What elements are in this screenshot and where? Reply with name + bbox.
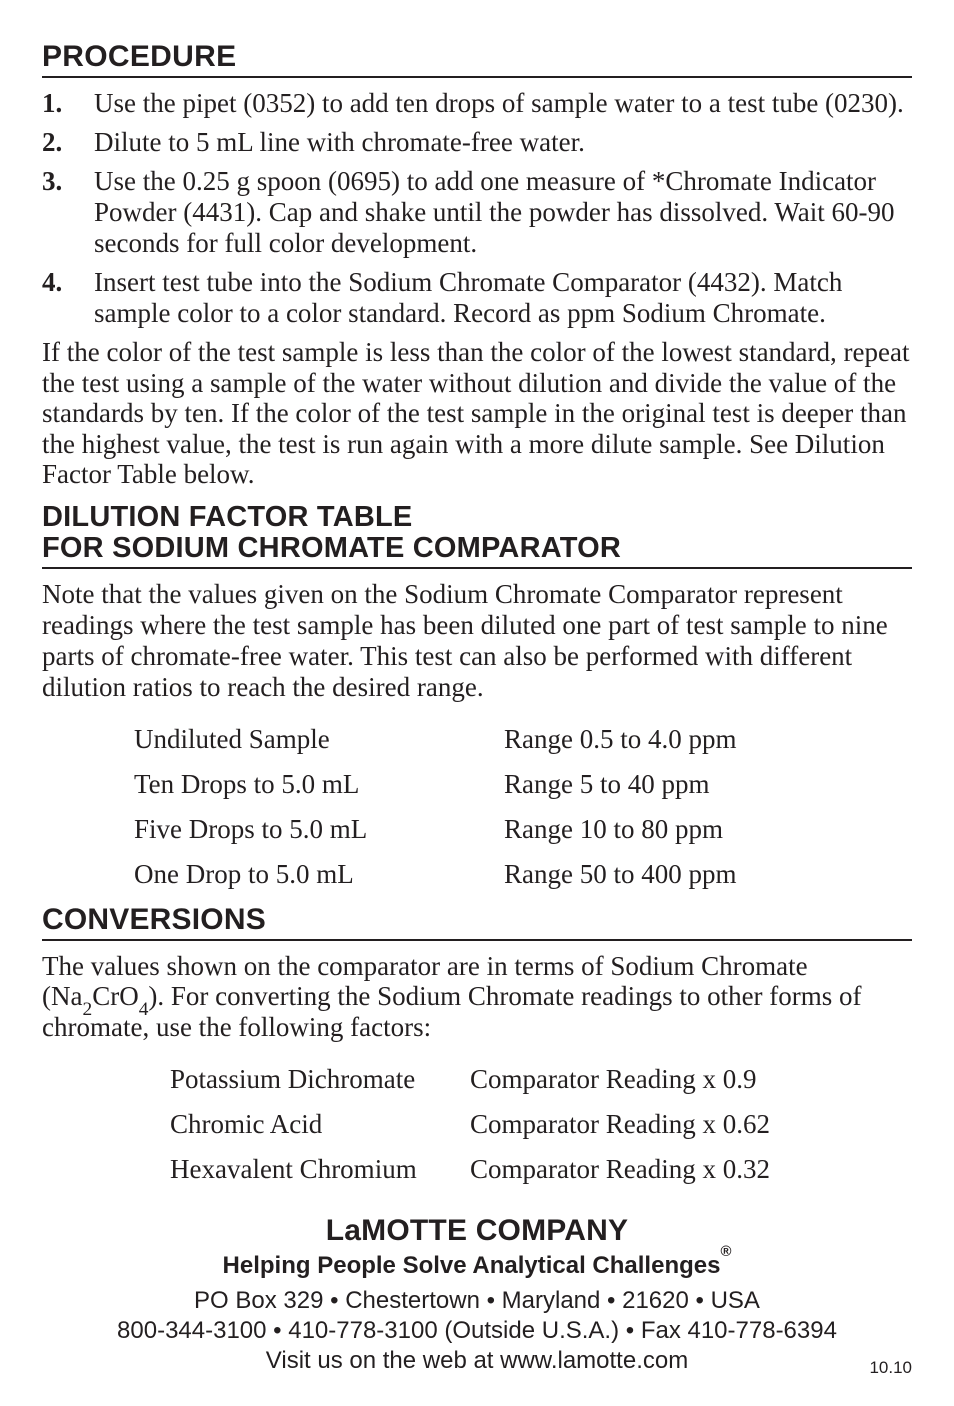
conversion-name: Hexavalent Chromium (170, 1147, 470, 1192)
conversions-body-post: ). For converting the Sodium Chromate re… (42, 981, 862, 1042)
company-tagline: Helping People Solve Analytical Challeng… (42, 1252, 912, 1280)
dilution-range: Range 10 to 80 ppm (504, 807, 736, 852)
procedure-step: Use the pipet (0352) to add ten drops of… (42, 88, 912, 119)
address-line: PO Box 329 • Chestertown • Maryland • 21… (194, 1287, 760, 1314)
procedure-step: Dilute to 5 mL line with chromate-free w… (42, 127, 912, 158)
tagline-text: Helping People Solve Analytical Challeng… (223, 1252, 721, 1279)
procedure-step: Insert test tube into the Sodium Chromat… (42, 267, 912, 329)
table-row: One Drop to 5.0 mL Range 50 to 400 ppm (134, 852, 736, 897)
dilution-range: Range 5 to 40 ppm (504, 762, 736, 807)
subscript-2: 2 (82, 999, 92, 1020)
table-row: Potassium Dichromate Comparator Reading … (170, 1057, 770, 1102)
dilution-sample: Ten Drops to 5.0 mL (134, 762, 504, 807)
table-row: Hexavalent Chromium Comparator Reading x… (170, 1147, 770, 1192)
address-line: 800-344-3100 • 410-778-3100 (Outside U.S… (117, 1317, 837, 1344)
procedure-step: Use the 0.25 g spoon (0695) to add one m… (42, 166, 912, 259)
company-address: PO Box 329 • Chestertown • Maryland • 21… (42, 1286, 912, 1376)
dilution-heading-line2: FOR SODIUM CHROMATE COMPARATOR (42, 532, 621, 564)
conversion-factor: Comparator Reading x 0.62 (470, 1102, 770, 1147)
conversion-factor: Comparator Reading x 0.9 (470, 1057, 770, 1102)
table-row: Chromic Acid Comparator Reading x 0.62 (170, 1102, 770, 1147)
address-line: Visit us on the web at www.lamotte.com (266, 1347, 688, 1374)
table-row: Five Drops to 5.0 mL Range 10 to 80 ppm (134, 807, 736, 852)
dilution-heading-line1: DILUTION FACTOR TABLE (42, 501, 412, 533)
procedure-note: If the color of the test sample is less … (42, 337, 912, 490)
registered-mark: ® (720, 1244, 731, 1260)
dilution-table: Undiluted Sample Range 0.5 to 4.0 ppm Te… (134, 717, 736, 897)
dilution-sample: Five Drops to 5.0 mL (134, 807, 504, 852)
table-row: Ten Drops to 5.0 mL Range 5 to 40 ppm (134, 762, 736, 807)
dilution-range: Range 0.5 to 4.0 ppm (504, 717, 736, 762)
conversion-name: Chromic Acid (170, 1102, 470, 1147)
dilution-note: Note that the values given on the Sodium… (42, 579, 912, 702)
conversions-heading: CONVERSIONS (42, 903, 912, 941)
conversion-name: Potassium Dichromate (170, 1057, 470, 1102)
dilution-heading: DILUTION FACTOR TABLE FOR SODIUM CHROMAT… (42, 502, 912, 570)
version-number: 10.10 (869, 1358, 912, 1378)
dilution-sample: One Drop to 5.0 mL (134, 852, 504, 897)
procedure-list: Use the pipet (0352) to add ten drops of… (42, 88, 912, 329)
conversions-body: The values shown on the comparator are i… (42, 951, 912, 1043)
table-row: Undiluted Sample Range 0.5 to 4.0 ppm (134, 717, 736, 762)
footer: LaMOTTE COMPANY Helping People Solve Ana… (42, 1214, 912, 1376)
company-name: LaMOTTE COMPANY (42, 1214, 912, 1248)
dilution-sample: Undiluted Sample (134, 717, 504, 762)
conversion-factor: Comparator Reading x 0.32 (470, 1147, 770, 1192)
conversions-body-mid: CrO (92, 981, 139, 1011)
subscript-4: 4 (139, 999, 149, 1020)
conversions-table: Potassium Dichromate Comparator Reading … (170, 1057, 770, 1192)
dilution-range: Range 50 to 400 ppm (504, 852, 736, 897)
procedure-heading: PROCEDURE (42, 40, 912, 78)
